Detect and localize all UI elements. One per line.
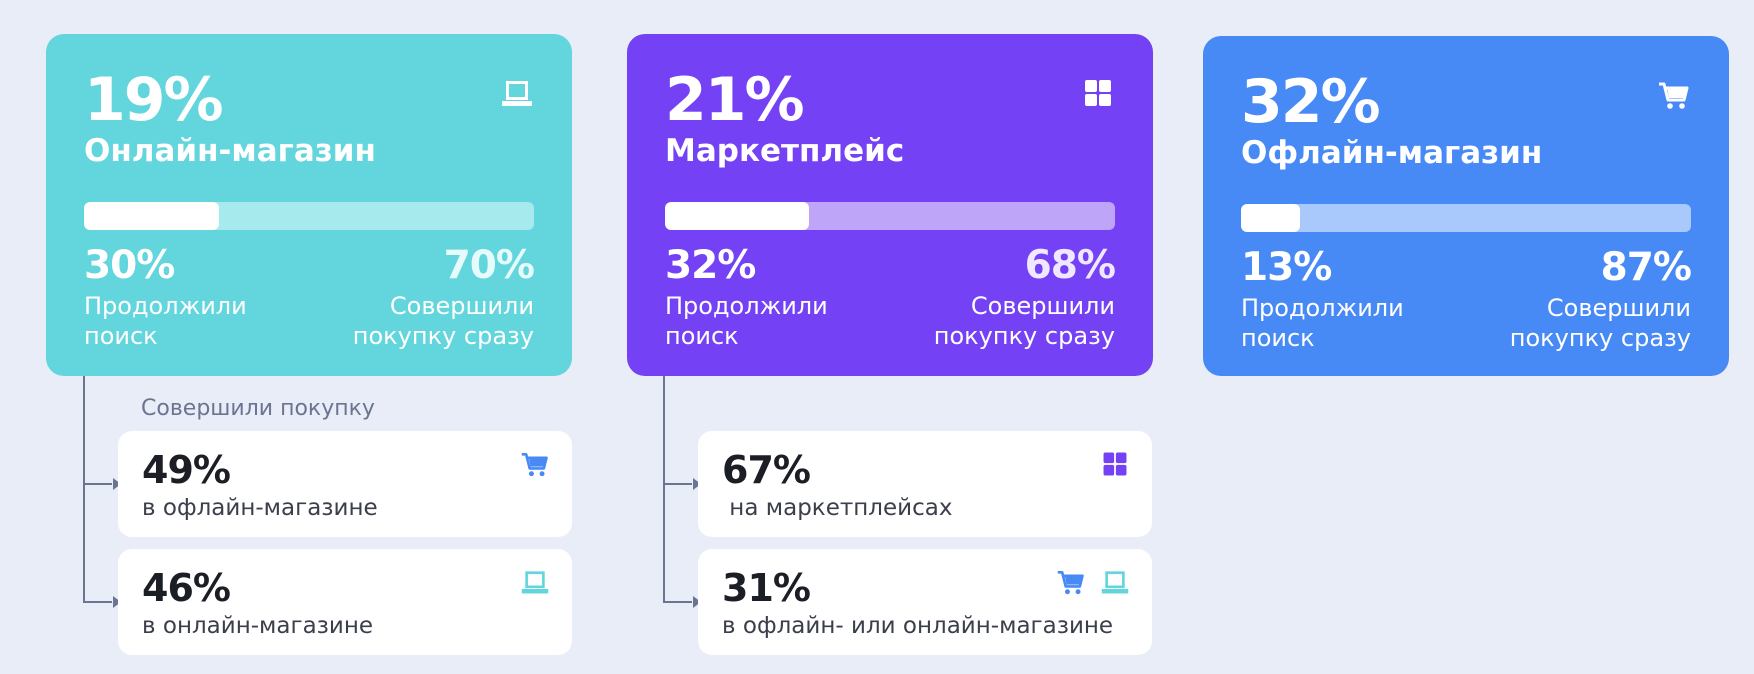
subcard-label: в офлайн-магазине	[142, 495, 378, 521]
bought-label: Совершили покупку сразу	[933, 292, 1115, 350]
subcard-percent: 46%	[142, 566, 231, 610]
card-offline-store: 32% Офлайн-магазин 13% Продолжили поиск …	[1203, 36, 1729, 376]
subcard-online-purchase: 46% в онлайн-магазине	[118, 549, 572, 655]
subcard-label: в онлайн-магазине	[142, 613, 374, 639]
card-percent: 19%	[84, 65, 224, 135]
progress-bar	[84, 202, 534, 230]
laptop-icon	[502, 81, 532, 106]
progress-fill	[665, 202, 809, 230]
bought-percent: 68%	[1024, 243, 1116, 288]
cart-icon	[1659, 82, 1689, 109]
bought-immediately: 68% Совершили покупку сразу	[933, 243, 1116, 351]
purchased-caption: Совершили покупку	[141, 396, 375, 421]
progress-fill	[84, 202, 219, 230]
laptop-icon	[521, 571, 549, 594]
continued-search: 30% Продолжили поиск	[84, 246, 247, 351]
subcard-label: в офлайн- или онлайн-магазине	[722, 613, 1114, 639]
cart-icon	[1057, 570, 1084, 595]
bought-immediately: 70% Совершили покупку сразу	[352, 243, 535, 351]
continued-percent: 30%	[84, 243, 175, 288]
progress-bar	[665, 202, 1115, 230]
progress-bar	[1241, 204, 1691, 232]
subcard-offline-purchase: 49% в офлайн-магазине	[118, 431, 572, 537]
bought-percent: 87%	[1600, 245, 1692, 290]
subcard-label: на маркетплейсах	[722, 495, 953, 521]
continued-search: 32% Продолжили поиск	[665, 246, 828, 351]
continued-label: Продолжили поиск	[1241, 294, 1404, 352]
continued-percent: 13%	[1241, 245, 1332, 290]
bought-label: Совершили покупку сразу	[1509, 294, 1691, 352]
card-title: Онлайн-магазин	[84, 133, 376, 169]
subcard-offline-or-online-purchase: 31% в офлайн- или онлайн-магазине	[698, 549, 1152, 655]
continued-search: 13% Продолжили поиск	[1241, 248, 1404, 353]
grid-icon	[1085, 80, 1111, 106]
card-percent: 32%	[1241, 67, 1381, 137]
card-title: Офлайн-магазин	[1241, 135, 1543, 171]
card-percent: 21%	[665, 65, 805, 135]
laptop-icon	[1101, 571, 1129, 594]
card-marketplace: 21% Маркетплейс 32% Продолжили поиск 68%…	[627, 34, 1153, 376]
subcard-marketplace-purchase: 67% на маркетплейсах	[698, 431, 1152, 537]
bought-percent: 70%	[443, 243, 535, 288]
card-online-store: 19% Онлайн-магазин 30% Продолжили поиск …	[46, 34, 572, 376]
grid-icon	[1103, 452, 1127, 476]
subcard-percent: 49%	[142, 448, 231, 492]
bought-label: Совершили покупку сразу	[352, 292, 534, 350]
cart-icon	[521, 452, 548, 477]
subcard-percent: 31%	[722, 566, 811, 610]
continued-percent: 32%	[665, 243, 756, 288]
bought-immediately: 87% Совершили покупку сразу	[1509, 245, 1692, 353]
subcard-percent: 67%	[722, 448, 811, 492]
continued-label: Продолжили поиск	[665, 292, 828, 350]
card-title: Маркетплейс	[665, 133, 905, 169]
continued-label: Продолжили поиск	[84, 292, 247, 350]
progress-fill	[1241, 204, 1300, 232]
